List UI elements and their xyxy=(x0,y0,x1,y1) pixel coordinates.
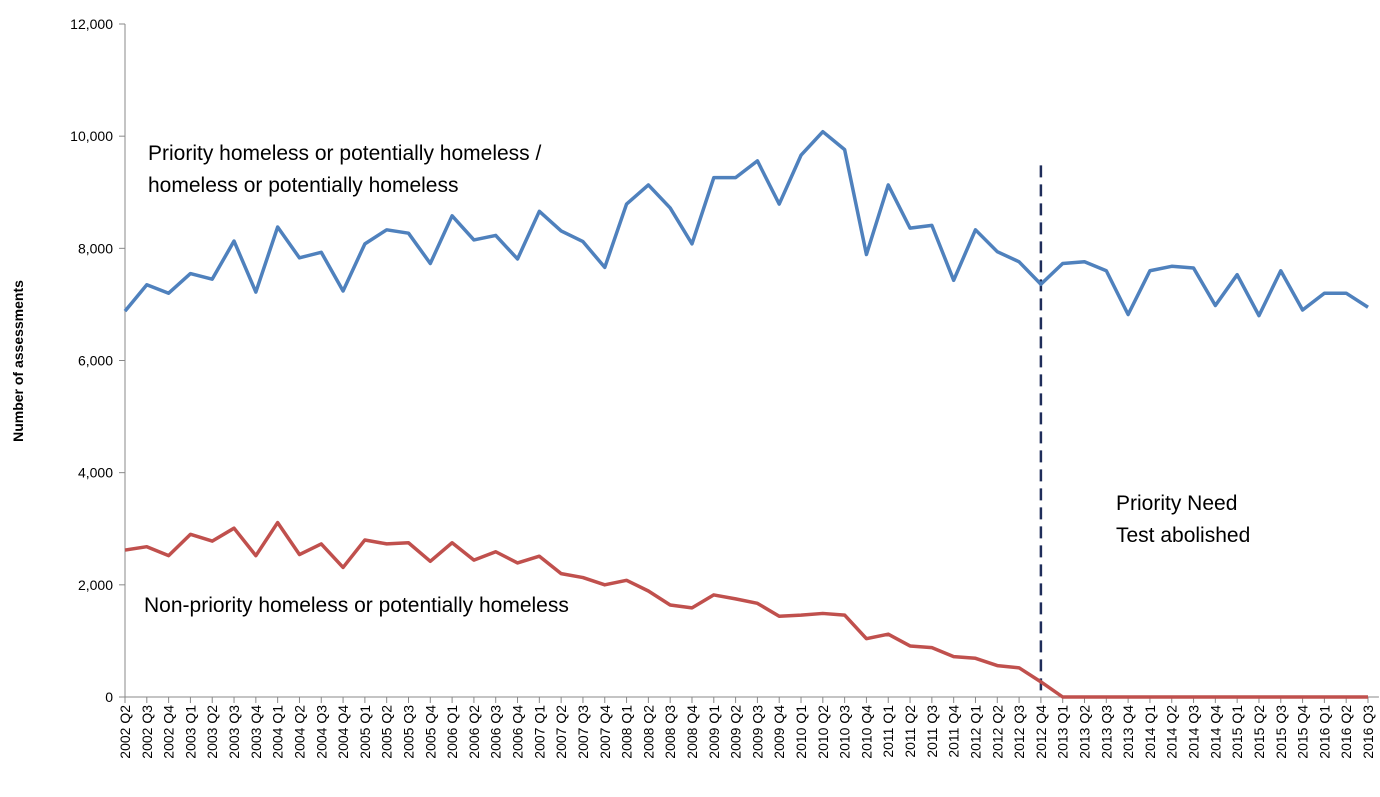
x-tick-label: 2007 Q2 xyxy=(553,705,569,759)
x-tick-label: 2015 Q2 xyxy=(1251,705,1267,759)
x-tick-label: 2011 Q1 xyxy=(880,705,896,758)
x-tick-label: 2011 Q3 xyxy=(924,705,940,758)
x-tick-label: 2006 Q3 xyxy=(488,705,504,759)
x-tick-label: 2003 Q2 xyxy=(204,705,220,759)
x-tick-label: 2004 Q1 xyxy=(270,705,286,759)
x-tick-label: 2004 Q4 xyxy=(335,705,351,759)
y-axis-label: Number of assessments xyxy=(10,280,26,442)
x-tick-label: 2010 Q1 xyxy=(793,705,809,759)
x-tick-label: 2002 Q3 xyxy=(139,705,155,759)
y-tick-label: 8,000 xyxy=(78,240,113,256)
annotation: Priority Need xyxy=(1116,492,1237,515)
x-tick-label: 2009 Q2 xyxy=(728,705,744,759)
x-tick-label: 2008 Q3 xyxy=(662,705,678,759)
x-tick-label: 2006 Q4 xyxy=(510,705,526,759)
x-tick-label: 2002 Q2 xyxy=(117,705,133,759)
y-tick-label: 0 xyxy=(105,689,113,705)
x-tick-label: 2012 Q3 xyxy=(1011,705,1027,759)
x-tick-label: 2003 Q1 xyxy=(182,705,198,759)
x-tick-label: 2006 Q2 xyxy=(466,705,482,759)
x-tick-label: 2009 Q4 xyxy=(771,705,787,759)
x-tick-label: 2010 Q2 xyxy=(815,705,831,759)
x-tick-label: 2014 Q4 xyxy=(1207,705,1223,759)
x-tick-label: 2011 Q2 xyxy=(902,705,918,758)
x-tick-label: 2005 Q4 xyxy=(422,705,438,759)
x-tick-label: 2016 Q2 xyxy=(1338,705,1354,759)
x-tick-label: 2005 Q3 xyxy=(400,705,416,759)
x-tick-label: 2016 Q1 xyxy=(1316,705,1332,759)
x-tick-label: 2008 Q4 xyxy=(684,705,700,759)
x-tick-label: 2003 Q4 xyxy=(248,705,264,759)
x-tick-label: 2012 Q2 xyxy=(989,705,1005,759)
y-tick-label: 6,000 xyxy=(78,353,113,369)
y-tick-label: 2,000 xyxy=(78,577,113,593)
y-tick-label: 12,000 xyxy=(70,16,113,32)
x-tick-label: 2002 Q4 xyxy=(161,705,177,759)
x-tick-label: 2013 Q4 xyxy=(1120,705,1136,759)
x-tick-label: 2006 Q1 xyxy=(444,705,460,759)
x-tick-label: 2014 Q1 xyxy=(1142,705,1158,759)
x-tick-label: 2009 Q1 xyxy=(706,705,722,759)
x-tick-label: 2013 Q3 xyxy=(1098,705,1114,759)
x-tick-label: 2008 Q1 xyxy=(619,705,635,759)
x-tick-label: 2004 Q2 xyxy=(291,705,307,759)
annotation: homeless or potentially homeless xyxy=(148,174,459,197)
x-tick-label: 2008 Q2 xyxy=(640,705,656,759)
x-tick-label: 2005 Q1 xyxy=(357,705,373,759)
x-tick-label: 2014 Q2 xyxy=(1164,705,1180,759)
series-line xyxy=(123,129,1369,318)
x-tick-label: 2005 Q2 xyxy=(379,705,395,759)
x-tick-label: 2013 Q1 xyxy=(1055,705,1071,759)
y-tick-label: 10,000 xyxy=(70,128,113,144)
series-line xyxy=(124,520,1368,699)
x-tick-label: 2007 Q4 xyxy=(597,705,613,759)
x-tick-label: 2012 Q4 xyxy=(1033,705,1049,759)
x-tick-label: 2014 Q3 xyxy=(1186,705,1202,759)
annotation: Non-priority homeless or potentially hom… xyxy=(144,594,569,617)
x-tick-label: 2009 Q3 xyxy=(749,705,765,759)
annotation: Test abolished xyxy=(1116,524,1250,547)
x-tick-label: 2010 Q4 xyxy=(858,705,874,759)
x-tick-label: 2007 Q3 xyxy=(575,705,591,759)
y-tick-label: 4,000 xyxy=(78,465,113,481)
x-tick-label: 2012 Q1 xyxy=(967,705,983,759)
x-tick-label: 2016 Q3 xyxy=(1360,705,1376,759)
x-tick-label: 2010 Q3 xyxy=(837,705,853,759)
x-tick-label: 2003 Q3 xyxy=(226,705,242,759)
x-tick-label: 2011 Q4 xyxy=(946,705,962,758)
x-tick-label: 2015 Q3 xyxy=(1273,705,1289,759)
x-tick-label: 2004 Q3 xyxy=(313,705,329,759)
x-tick-label: 2015 Q4 xyxy=(1295,705,1311,759)
x-tick-label: 2007 Q1 xyxy=(531,705,547,759)
annotation: Priority homeless or potentially homeles… xyxy=(148,142,541,165)
x-tick-label: 2015 Q1 xyxy=(1229,705,1245,759)
x-tick-label: 2013 Q2 xyxy=(1077,705,1093,759)
